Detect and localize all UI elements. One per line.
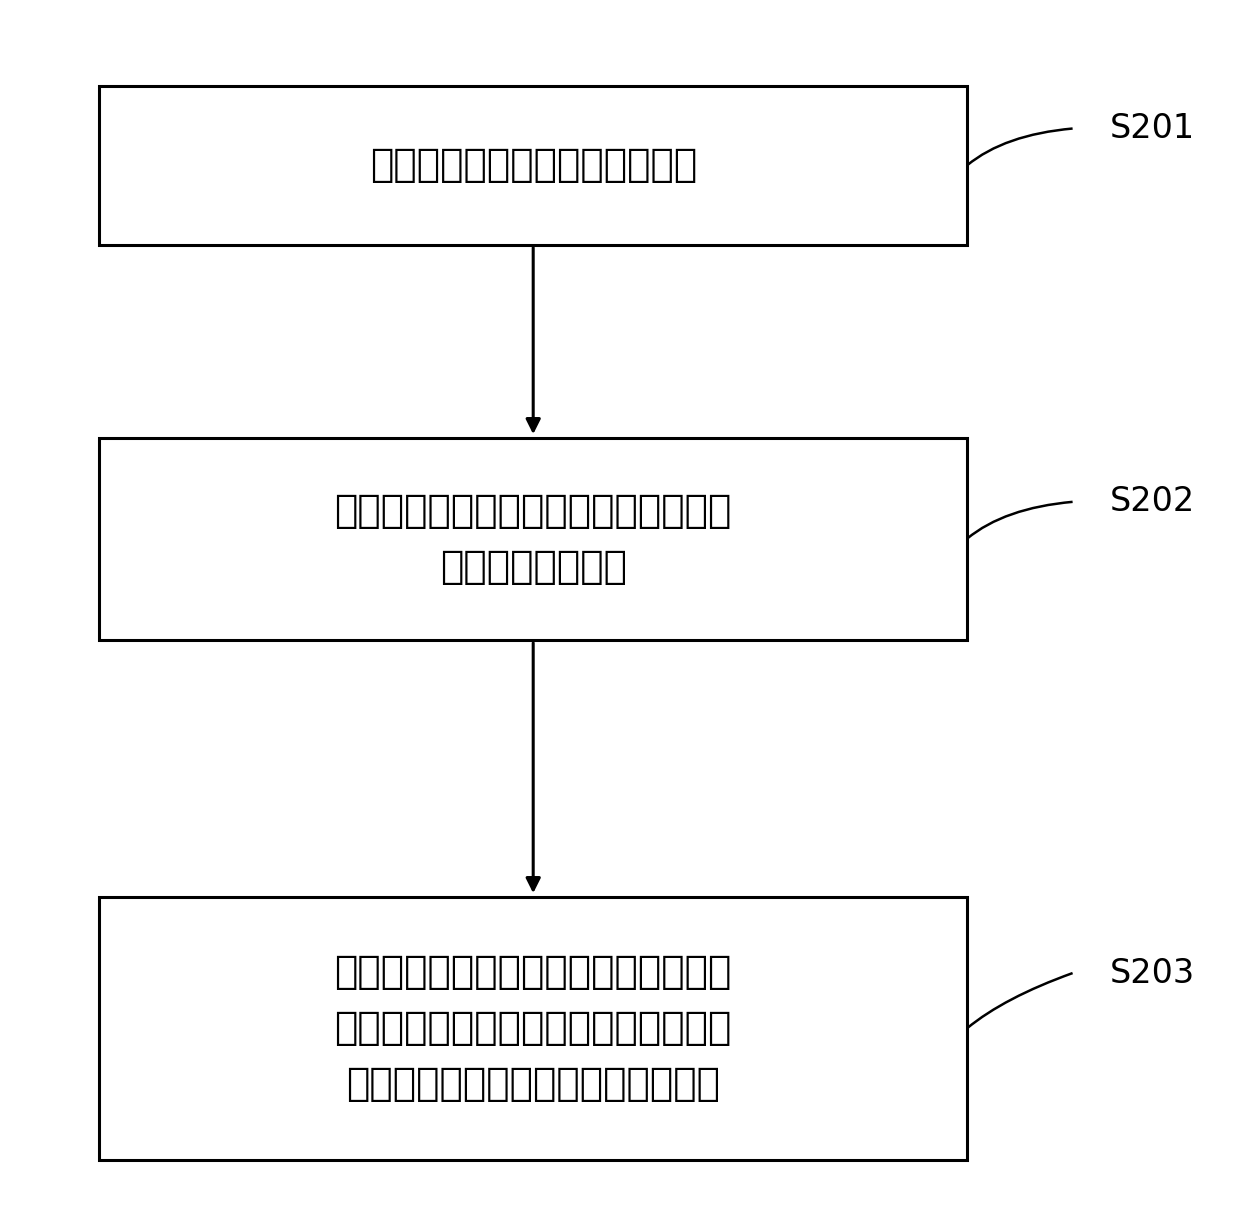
Text: S202: S202 [1110, 486, 1195, 518]
Text: 向服务器发送包含该心跳周期的消息，
接收服务器根据该消息调整心跳周期后
发送的心跳包以保持与服务器的连接: 向服务器发送包含该心跳周期的消息， 接收服务器根据该消息调整心跳周期后 发送的心… [335, 953, 732, 1103]
Text: 判断心跳检测启动条件是否满足: 判断心跳检测启动条件是否满足 [370, 146, 697, 185]
Text: 如果满足，执行心跳检测，获得用于保
持连接的心跳周期: 如果满足，执行心跳检测，获得用于保 持连接的心跳周期 [335, 492, 732, 585]
Text: S203: S203 [1110, 957, 1195, 989]
Bar [99, 86, 967, 245]
Bar [99, 437, 967, 639]
Text: S201: S201 [1110, 113, 1195, 144]
Bar [99, 896, 967, 1160]
